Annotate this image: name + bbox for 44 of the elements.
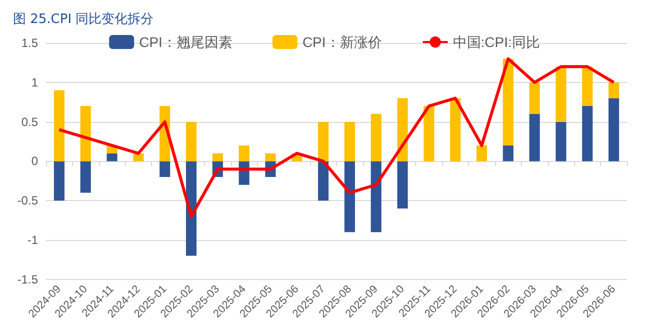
bar: [344, 122, 355, 162]
bar: [265, 153, 276, 162]
legend-label: CPI：翘尾因素: [139, 34, 232, 50]
bar: [186, 122, 197, 162]
y-tick-label: 1: [31, 75, 38, 90]
bar: [502, 145, 514, 162]
bar: [582, 106, 593, 162]
bar: [582, 66, 593, 106]
bar: [318, 161, 329, 201]
bar: [160, 161, 170, 177]
y-tick-label: -0.5: [17, 194, 38, 208]
bar: [476, 145, 488, 162]
bar: [502, 58, 514, 146]
bar: [608, 98, 620, 162]
y-tick-label: -1.5: [17, 272, 38, 286]
bar: [54, 161, 64, 201]
bar: [556, 66, 566, 122]
bar: [556, 122, 566, 162]
bar: [397, 98, 408, 162]
chart-title: 图 25.CPI 同比变化拆分: [13, 12, 154, 27]
bar: [54, 90, 64, 162]
bar: [80, 161, 91, 193]
bar: [370, 114, 382, 162]
bar: [529, 82, 540, 114]
bar: [106, 153, 118, 162]
bar: [608, 82, 620, 98]
legend-label: 中国:CPI:同比: [452, 34, 540, 50]
line-series: [58, 57, 616, 218]
legend-label: CPI：新涨价: [302, 34, 382, 50]
y-tick-label: -1: [27, 233, 38, 248]
bar: [397, 161, 408, 209]
bar: [344, 161, 355, 232]
bar: [212, 153, 223, 162]
bar: [450, 98, 461, 162]
bar: [238, 145, 250, 162]
y-tick-label: 0: [31, 154, 38, 168]
bar: [529, 114, 540, 162]
bar: [318, 122, 329, 162]
bar: [424, 106, 434, 162]
bar: [186, 161, 197, 256]
bar: [80, 106, 91, 162]
bar: [370, 161, 382, 232]
y-tick-label: 1.5: [21, 36, 38, 50]
y-tick-label: 0.5: [21, 114, 38, 129]
